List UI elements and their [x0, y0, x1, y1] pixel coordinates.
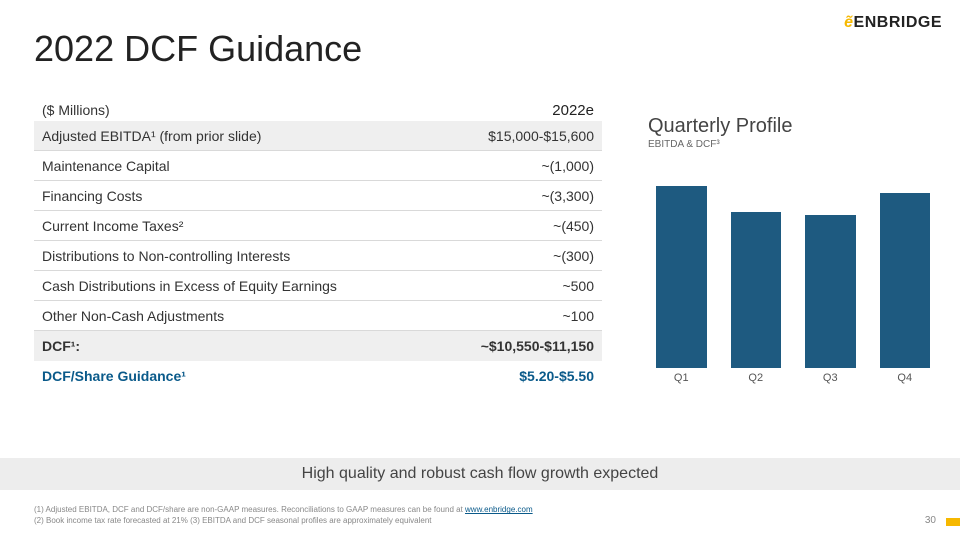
row-value: ~(300)	[414, 248, 594, 264]
unit-label: ($ Millions)	[42, 102, 414, 119]
table-row: Cash Distributions in Excess of Equity E…	[34, 271, 602, 301]
chart-bar-fill	[880, 193, 931, 368]
chart-subtitle: EBITDA & DCF³	[648, 139, 938, 150]
row-label: Other Non-Cash Adjustments	[42, 308, 414, 324]
row-label: Cash Distributions in Excess of Equity E…	[42, 278, 414, 294]
chart-bar-fill	[656, 186, 707, 368]
chart-title: Quarterly Profile	[648, 115, 938, 138]
row-label: Maintenance Capital	[42, 158, 414, 174]
row-value: ~(3,300)	[414, 188, 594, 204]
brand-prefix: E	[854, 14, 865, 31]
chart-bar	[656, 186, 707, 368]
chart-bar	[731, 212, 782, 368]
page-title: 2022 DCF Guidance	[34, 28, 362, 70]
table-row: Other Non-Cash Adjustments~100	[34, 301, 602, 331]
chart-bar	[880, 193, 931, 368]
brand-logo: ẽENBRIDGE	[844, 14, 942, 32]
chart-x-label: Q4	[880, 372, 931, 384]
row-value: ~100	[414, 308, 594, 324]
table-row: Current Income Taxes²~(450)	[34, 211, 602, 241]
footnote-link[interactable]: www.enbridge.com	[465, 505, 533, 514]
chart-bar-fill	[731, 212, 782, 368]
accent-bar-icon	[946, 518, 960, 526]
table-row: Adjusted EBITDA¹ (from prior slide)$15,0…	[34, 121, 602, 151]
table-row: Distributions to Non-controlling Interes…	[34, 241, 602, 271]
row-label: Financing Costs	[42, 188, 414, 204]
table-row: Financing Costs~(3,300)	[34, 181, 602, 211]
table-row-share: DCF/Share Guidance¹ $5.20-$5.50	[34, 361, 602, 391]
row-value: $15,000-$15,600	[414, 128, 594, 144]
share-label: DCF/Share Guidance¹	[42, 368, 414, 384]
column-header: 2022e	[414, 102, 594, 119]
chart-bar-fill	[805, 215, 856, 368]
quarterly-chart: Quarterly Profile EBITDA & DCF³ Q1 Q2 Q3 Q4	[648, 115, 938, 395]
row-label: Adjusted EBITDA¹ (from prior slide)	[42, 128, 414, 144]
page-number: 30	[925, 515, 936, 526]
row-value: ~(450)	[414, 218, 594, 234]
row-value: ~(1,000)	[414, 158, 594, 174]
slide: ẽENBRIDGE 2022 DCF Guidance ($ Millions)…	[0, 0, 960, 540]
dcf-label: DCF¹:	[42, 338, 414, 354]
chart-x-labels: Q1 Q2 Q3 Q4	[648, 368, 938, 384]
share-value: $5.20-$5.50	[414, 368, 594, 384]
table-row-dcf: DCF¹: ~$10,550-$11,150	[34, 331, 602, 361]
chart-x-label: Q1	[656, 372, 707, 384]
footnote-1-pre: (1) Adjusted EBITDA, DCF and DCF/share a…	[34, 505, 465, 514]
table-row: Maintenance Capital~(1,000)	[34, 151, 602, 181]
footnote-2: (2) Book income tax rate forecasted at 2…	[34, 516, 432, 525]
guidance-table: ($ Millions) 2022e Adjusted EBITDA¹ (fro…	[34, 100, 602, 391]
table-header: ($ Millions) 2022e	[34, 100, 602, 121]
row-label: Distributions to Non-controlling Interes…	[42, 248, 414, 264]
brand-name: NBRIDGE	[865, 14, 942, 31]
row-value: ~500	[414, 278, 594, 294]
chart-x-label: Q3	[805, 372, 856, 384]
row-label: Current Income Taxes²	[42, 218, 414, 234]
summary-banner: High quality and robust cash flow growth…	[0, 458, 960, 490]
logo-swoosh-icon: ẽ	[844, 14, 853, 31]
chart-bars	[648, 168, 938, 368]
dcf-value: ~$10,550-$11,150	[414, 338, 594, 354]
chart-bar	[805, 215, 856, 368]
chart-x-label: Q2	[731, 372, 782, 384]
footnotes: (1) Adjusted EBITDA, DCF and DCF/share a…	[34, 505, 533, 526]
